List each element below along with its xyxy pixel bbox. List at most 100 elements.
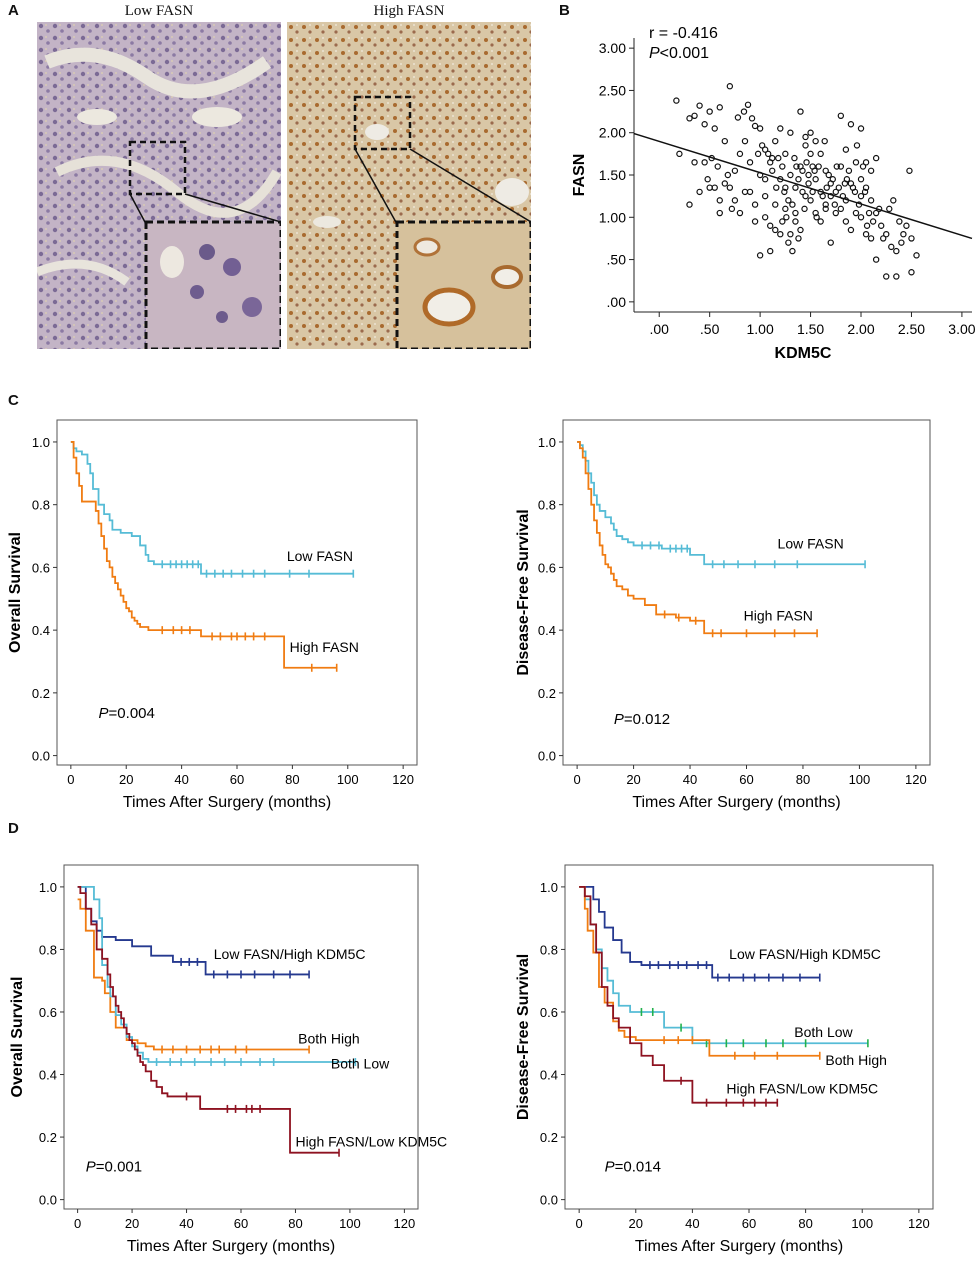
scatter-point — [701, 121, 708, 128]
p-value-annotation: P<0.001 — [649, 45, 709, 62]
scatter-point — [883, 273, 890, 280]
scatter-point — [758, 142, 766, 149]
scatter-point — [676, 150, 683, 158]
scatter-point — [782, 184, 789, 191]
scatter-point — [761, 146, 769, 153]
scatter-point — [886, 205, 893, 213]
y-tick-label: 0.8 — [32, 498, 50, 513]
x-tick-label: 20 — [125, 1216, 139, 1231]
scatter-point — [851, 188, 859, 196]
scatter-point — [805, 171, 812, 179]
y-tick-label: 0.4 — [39, 1068, 57, 1083]
y-tick-label: 1.0 — [538, 435, 556, 450]
scatter-point — [744, 101, 752, 109]
p-italic: P — [99, 705, 109, 722]
y-tick-label: 3.00 — [599, 40, 626, 56]
panel-c-letter: C — [8, 392, 19, 409]
scatter-point — [756, 125, 764, 132]
p-italic: P — [605, 1158, 615, 1175]
low-fasn-photo-title: Low FASN — [124, 3, 194, 19]
series-label: Both Low — [794, 1024, 853, 1040]
scatter-point — [913, 252, 920, 259]
x-tick-label: 60 — [230, 772, 244, 787]
scatter-point — [716, 197, 723, 204]
scatter-point — [817, 218, 824, 225]
scatter-point — [807, 197, 814, 204]
x-tick-label: 40 — [179, 1216, 193, 1231]
y-axis-label: Disease-Free Survival — [515, 954, 532, 1120]
x-tick-label: 100 — [337, 772, 359, 787]
x-axis-label: Times After Surgery (months) — [632, 794, 840, 811]
scatter-point — [832, 209, 839, 217]
scatter-point — [691, 112, 698, 120]
scatter-point — [799, 188, 806, 196]
scatter-point — [673, 97, 680, 104]
scatter-point — [857, 176, 865, 183]
y-tick-label: 1.0 — [39, 880, 57, 895]
scatter-point — [893, 247, 900, 255]
p-value-annotation: P=0.004 — [99, 705, 155, 722]
p-value-text: =0.012 — [624, 711, 670, 728]
scatter-point — [706, 108, 713, 115]
scatter-point — [782, 205, 789, 213]
scatter-point — [815, 163, 822, 170]
series-label: Low FASN/High KDM5C — [729, 946, 881, 962]
y-tick-label: 0.2 — [540, 1130, 558, 1145]
scatter-point — [908, 269, 915, 276]
x-tick-label: 100 — [339, 1216, 361, 1231]
scatter-point — [812, 137, 819, 145]
regression-line — [633, 132, 973, 240]
p-italic: P — [86, 1158, 96, 1175]
y-axis-label: Disease-Free Survival — [515, 509, 532, 675]
x-tick-label: 0 — [67, 772, 74, 787]
series-label: Low FASN — [287, 548, 353, 564]
series-label: Low FASN/High KDM5C — [214, 946, 366, 962]
plot-frame — [564, 864, 934, 1210]
scatter-point — [835, 184, 843, 191]
scatter-point — [817, 150, 824, 158]
scatter-point — [862, 159, 870, 166]
x-tick-label: 0 — [576, 1216, 583, 1231]
x-tick-label: 120 — [908, 1216, 930, 1231]
survival-curve — [579, 885, 868, 1045]
scatter-point — [741, 137, 749, 145]
high-fasn-photo-title: High FASN — [373, 3, 445, 19]
series-label: High FASN — [290, 639, 359, 655]
scatter-point — [696, 188, 703, 196]
y-tick-label: 0.8 — [540, 942, 558, 957]
scatter-point — [827, 239, 834, 246]
scatter-point — [802, 192, 809, 200]
y-tick-label: 0.4 — [538, 623, 556, 638]
low-fasn-tissue-image — [37, 22, 281, 349]
y-tick-label: 0.8 — [39, 942, 57, 957]
x-tick-label: 40 — [685, 1216, 699, 1231]
x-tick-label: 80 — [288, 1216, 302, 1231]
scatter-point — [861, 188, 869, 196]
y-tick-label: 1.0 — [32, 435, 50, 450]
y-tick-label: 0.6 — [32, 560, 50, 575]
scatter-point — [789, 247, 796, 255]
scatter-point — [831, 201, 838, 208]
scatter-point — [842, 146, 850, 153]
p-italic: P — [649, 45, 660, 62]
scatter-point — [903, 222, 910, 229]
scatter-point — [721, 180, 729, 187]
scatter-point — [862, 184, 870, 191]
series-label: Both Low — [331, 1055, 390, 1071]
scatter-point — [853, 142, 861, 149]
scatter-point — [714, 163, 721, 170]
scatter-point — [792, 218, 799, 225]
scatter-point — [686, 115, 693, 122]
x-axis-label: Times After Surgery (months) — [635, 1238, 843, 1255]
x-tick-label: 120 — [905, 772, 927, 787]
scatter-point — [792, 209, 799, 217]
x-tick-label: 1.00 — [746, 321, 773, 337]
scatter-point — [772, 226, 779, 234]
series-label: High FASN/Low KDM5C — [726, 1080, 878, 1096]
scatter-point — [852, 209, 860, 217]
scatter-point — [843, 176, 851, 183]
x-tick-label: 80 — [796, 772, 810, 787]
x-tick-label: 0 — [573, 772, 580, 787]
panel-a-letter: A — [8, 2, 19, 19]
correlation-annotation: r = -0.416 — [649, 25, 718, 42]
